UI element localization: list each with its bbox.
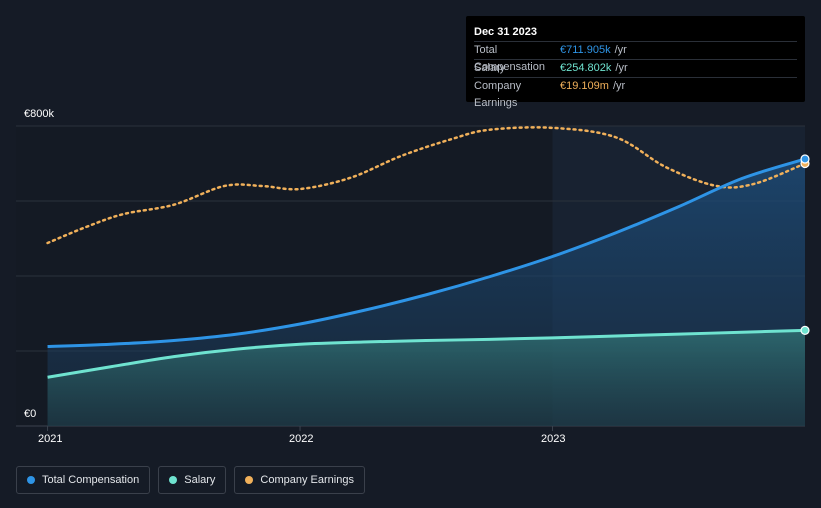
y-tick-label: €800k [24, 108, 54, 120]
salary-area [47, 330, 806, 426]
salary-end-point [800, 325, 810, 335]
tooltip-label: Salary [474, 62, 506, 74]
tooltip-label: Company Earnings [474, 80, 522, 109]
x-tick-label: 2023 [541, 433, 566, 445]
legend: Total Compensation Salary Company Earnin… [16, 466, 365, 494]
tooltip-unit: /yr [612, 80, 626, 92]
tooltip-row-company-earnings: Company Earnings €19.109m /yr [474, 77, 797, 109]
tooltip-value: €711.905k [560, 44, 611, 56]
legend-label: Total Compensation [42, 474, 140, 486]
total-compensation-end-point [800, 154, 810, 164]
legend-label: Company Earnings [260, 474, 354, 486]
legend-item-total-compensation[interactable]: Total Compensation [16, 466, 151, 494]
x-tick-label: 2022 [289, 433, 314, 445]
tooltip-unit: /yr [614, 44, 627, 56]
legend-item-salary[interactable]: Salary [158, 466, 227, 494]
legend-dot-icon [169, 476, 178, 484]
salary-line [47, 328, 806, 379]
legend-item-company-earnings[interactable]: Company Earnings [234, 466, 365, 494]
tooltip-unit: /yr [615, 62, 628, 74]
tooltip-value: €19.109m [560, 80, 609, 92]
tooltip-value: €254.802k [560, 62, 612, 74]
tooltip: Dec 31 2023 Total Compensation €711.905k… [466, 16, 805, 109]
tooltip-label: Total Compensation [474, 44, 545, 73]
y-tick-label: €0 [24, 408, 37, 420]
tooltip-row-total-compensation: Total Compensation €711.905k /yr [474, 41, 797, 73]
x-tick-label: 2021 [38, 433, 63, 445]
legend-dot-icon [27, 476, 35, 484]
legend-dot-icon [245, 476, 254, 484]
company-earnings-line [46, 126, 807, 245]
tooltip-row-salary: Salary €254.802k /yr [474, 59, 797, 77]
tooltip-date: Dec 31 2023 [474, 26, 537, 38]
legend-label: Salary [184, 474, 216, 486]
total-compensation-line [47, 157, 806, 348]
